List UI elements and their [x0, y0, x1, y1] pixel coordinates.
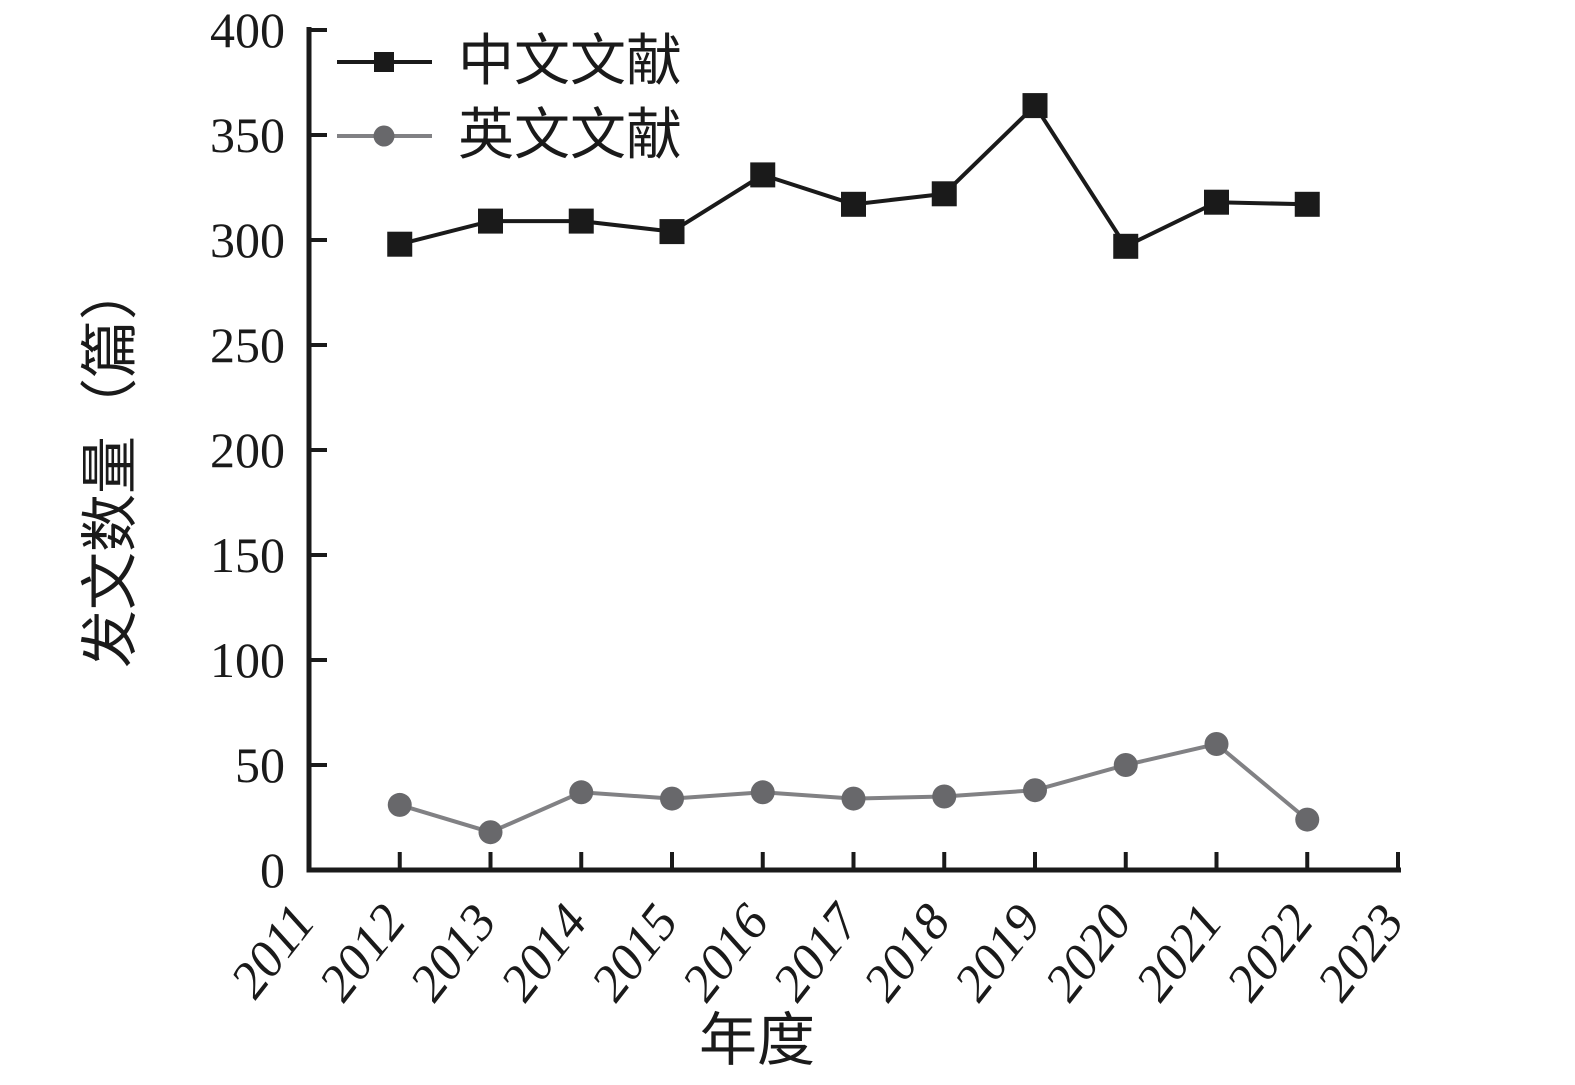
- data-point-s0-2014: [568, 208, 594, 234]
- y-tick-label: 150: [210, 527, 285, 583]
- data-point-s0-2021: [1204, 189, 1229, 215]
- data-point-s0-2019: [1022, 93, 1048, 119]
- data-point-s1-2012: [387, 792, 412, 817]
- legend-item-english: 英文文献: [337, 105, 682, 167]
- data-point-s1-2016: [750, 780, 775, 805]
- y-tick-label: 50: [235, 737, 285, 793]
- x-tick-label: 2017: [762, 893, 872, 1012]
- data-point-s1-2014: [569, 780, 594, 805]
- x-tick-label: 2020: [1034, 894, 1143, 1011]
- data-point-s1-2015: [660, 786, 684, 811]
- y-tick-label: 100: [210, 632, 285, 688]
- x-tick-label: 2021: [1125, 894, 1234, 1011]
- x-ticks: 2011201220132014201520162017201820192020…: [220, 852, 1416, 1012]
- x-tick-label: 2019: [944, 894, 1053, 1011]
- x-tick-label: 2016: [671, 894, 780, 1011]
- legend-label-chinese: 中文文献: [458, 31, 682, 93]
- data-point-s0-2020: [1113, 233, 1139, 259]
- data-point-s0-2012: [387, 231, 413, 257]
- x-axis: 2011201220132014201520162017201820192020…: [220, 852, 1416, 1073]
- legend: 中文文献 英文文献: [337, 31, 682, 167]
- y-ticks: 0 50 100 150 200 250 300 350 400: [210, 2, 327, 898]
- x-axis-title: 年度: [699, 1008, 815, 1073]
- x-tick-label: 2015: [581, 894, 690, 1011]
- data-point-s1-2020: [1113, 753, 1138, 777]
- legend-circle-marker: [373, 125, 395, 147]
- legend-label-english: 英文文献: [458, 105, 682, 167]
- data-point-s1-2018: [932, 784, 957, 809]
- data-point-s0-2013: [478, 208, 503, 234]
- data-point-s0-2022: [1294, 191, 1320, 217]
- legend-square-marker: [374, 52, 394, 72]
- x-tick-label: 2012: [308, 894, 417, 1011]
- data-point-s1-2019: [1023, 778, 1047, 803]
- data-point-s0-2018: [931, 181, 957, 207]
- series-plot: [387, 93, 1320, 845]
- data-point-s0-2017: [841, 191, 866, 217]
- data-point-s1-2013: [478, 820, 503, 845]
- x-tick-label: 2022: [1216, 894, 1325, 1011]
- x-tick-label: 2014: [490, 894, 599, 1011]
- x-tick-label: 2013: [399, 894, 508, 1011]
- data-point-s0-2016: [750, 162, 776, 188]
- data-point-s1-2022: [1295, 807, 1320, 832]
- y-tick-label: 0: [260, 842, 285, 898]
- legend-item-chinese: 中文文献: [337, 31, 682, 93]
- y-axis: 0 50 100 150 200 250 300 350 400 发文数量（篇）: [78, 2, 327, 898]
- x-tick-label: 2011: [220, 894, 327, 1008]
- y-tick-label: 350: [210, 107, 285, 163]
- y-tick-label: 250: [210, 317, 285, 373]
- data-point-s0-2015: [659, 219, 685, 245]
- x-tick-label: 2023: [1307, 894, 1416, 1011]
- y-axis-title: 发文数量（篇）: [78, 262, 143, 668]
- x-tick-label: 2018: [853, 894, 962, 1011]
- y-tick-label: 300: [210, 212, 285, 268]
- y-tick-label: 200: [210, 422, 285, 478]
- y-tick-label: 400: [210, 2, 285, 58]
- data-point-s1-2021: [1204, 732, 1229, 756]
- data-point-s1-2017: [841, 786, 866, 811]
